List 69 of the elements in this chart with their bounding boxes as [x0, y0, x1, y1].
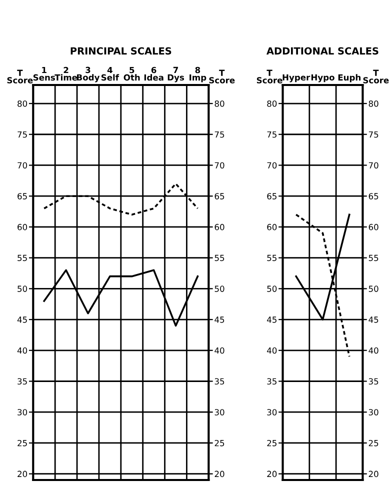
y-tick-label: 30 [18, 409, 28, 416]
x-tick-label: 7 Dys [168, 66, 184, 82]
y2-tick-label: 25 [368, 440, 378, 446]
y-tick-label: 45 [17, 316, 27, 323]
y2-tick-label: 60 [214, 224, 224, 230]
y2-tick-label: 35 [214, 378, 224, 385]
y-tick-label: 65 [267, 193, 276, 200]
x-tick-label: 2 Time [54, 66, 78, 81]
x-tick-label: 8 Imp [190, 66, 206, 82]
y2-tick-label: 65 [368, 193, 378, 200]
y-tick-label: 65 [18, 193, 27, 200]
y2-tick-label: 80 [368, 100, 378, 107]
y-tick-label: 20 [267, 470, 277, 478]
y2-axis-title: T Score [209, 70, 235, 84]
y2-tick-label: 80 [214, 100, 224, 107]
y2-tick-label: 55 [214, 254, 224, 262]
y2-tick-label: 40 [368, 347, 378, 354]
y2-tick-label: 70 [368, 162, 378, 169]
y2-tick-label: 40 [214, 347, 224, 354]
y2-tick-label: 55 [368, 254, 378, 262]
y-axis-title: T Score [256, 70, 282, 84]
y2-tick-label: 60 [368, 224, 378, 230]
y-tick-label: 75 [18, 131, 27, 138]
y2-tick-label: 75 [214, 131, 224, 138]
y-tick-label: 50 [18, 286, 28, 292]
y2-tick-label: 75 [368, 131, 378, 138]
y-tick-label: 50 [267, 286, 277, 292]
x-tick-label: Hypo [311, 74, 334, 82]
y-tick-label: 80 [18, 100, 28, 107]
y-tick-label: 25 [267, 440, 276, 446]
y2-tick-label: 50 [368, 286, 378, 292]
y-tick-label: 30 [267, 409, 277, 416]
y2-tick-label: 65 [214, 193, 224, 200]
y2-tick-label: 35 [368, 378, 378, 385]
y2-axis-title: T Score [363, 70, 389, 84]
x-tick-label: 5 Oth [124, 66, 140, 81]
y-tick-label: 70 [267, 162, 277, 169]
y-tick-label: 25 [18, 440, 27, 446]
y-tick-label: 60 [267, 224, 277, 230]
y-tick-label: 80 [267, 100, 277, 107]
y2-tick-label: 25 [214, 440, 224, 446]
y2-tick-label: 45 [368, 316, 378, 323]
y-tick-label: 45 [267, 316, 276, 323]
y-tick-label: 55 [18, 254, 27, 262]
x-tick-label: Euph [338, 74, 360, 82]
y-tick-label: 20 [18, 470, 28, 478]
y2-tick-label: 20 [368, 470, 378, 478]
y-tick-label: 40 [267, 347, 277, 354]
chart-title: PRINCIPAL SCALES [70, 47, 172, 55]
chart-title: ADDITIONAL SCALES [266, 47, 378, 55]
x-tick-label: 4 Self [101, 66, 120, 81]
y2-tick-label: 20 [214, 470, 224, 478]
y-tick-label: 35 [267, 378, 276, 385]
x-tick-label: Hyper [282, 74, 310, 82]
y-axis-title: T Score [7, 70, 33, 84]
y2-tick-label: 70 [214, 162, 224, 169]
y2-tick-label: 50 [214, 286, 224, 292]
y-tick-label: 60 [18, 224, 28, 230]
y2-tick-label: 30 [368, 409, 378, 416]
x-tick-label: 6 Idea [144, 66, 164, 81]
x-tick-label: 1 Sens [33, 66, 55, 81]
y2-tick-label: 30 [214, 409, 224, 416]
y-tick-label: 40 [17, 347, 28, 354]
y-tick-label: 55 [267, 254, 276, 262]
y-tick-label: 70 [18, 162, 28, 169]
y2-tick-label: 45 [214, 316, 224, 323]
x-tick-label: 3 Body [77, 66, 100, 82]
y-tick-label: 35 [18, 378, 27, 385]
y-tick-label: 75 [267, 131, 276, 138]
